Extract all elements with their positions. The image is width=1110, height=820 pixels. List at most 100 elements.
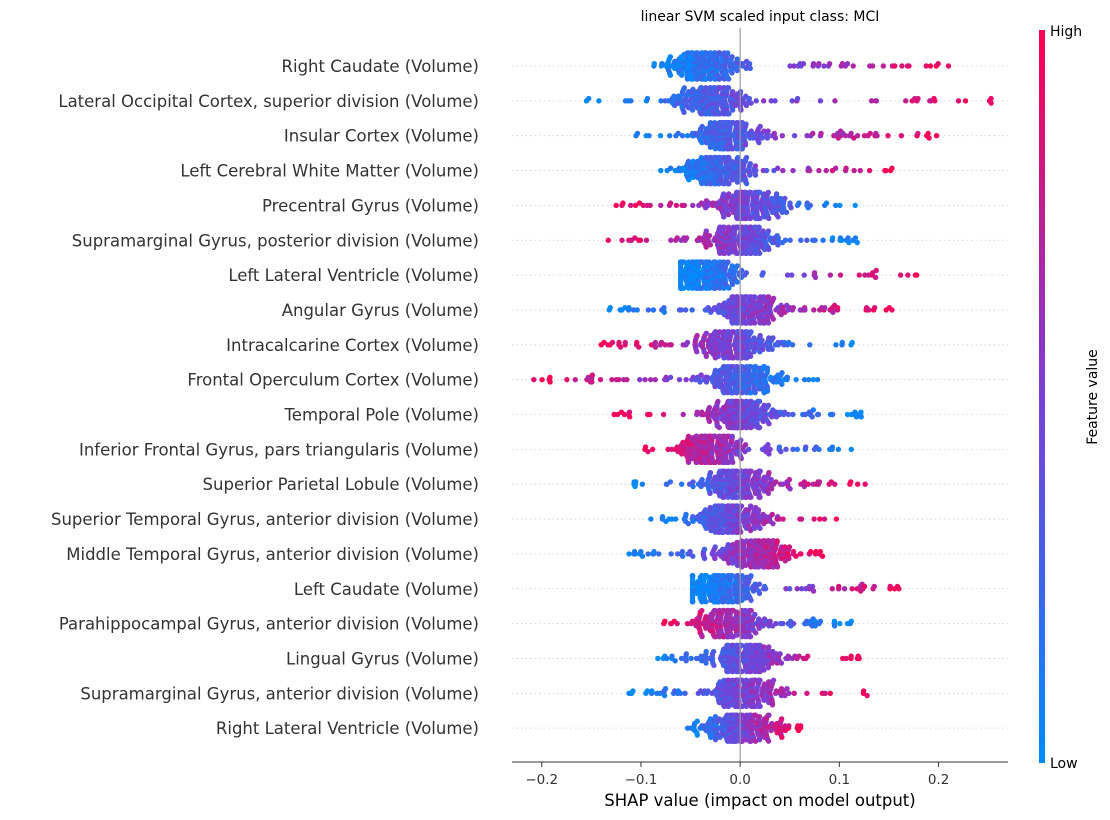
shap-point xyxy=(837,272,844,278)
feature-label: Precentral Gyrus (Volume) xyxy=(262,196,479,215)
shap-point xyxy=(748,494,754,500)
shap-point xyxy=(816,446,822,453)
shap-point xyxy=(747,633,754,640)
shap-point xyxy=(803,444,809,450)
shap-point xyxy=(730,459,736,466)
shap-point xyxy=(752,611,758,618)
feature-label: Superior Temporal Gyrus, anterior divisi… xyxy=(51,510,479,529)
shap-point xyxy=(897,272,904,278)
shap-point xyxy=(747,172,753,178)
shap-point xyxy=(730,355,736,361)
shap-point xyxy=(756,581,763,587)
shap-point xyxy=(774,538,780,544)
shap-point xyxy=(690,86,696,93)
shap-point xyxy=(794,586,800,592)
shap-point xyxy=(753,167,759,174)
shap-point xyxy=(906,63,912,69)
shap-point xyxy=(852,409,858,415)
shap-point xyxy=(915,95,921,102)
shap-point xyxy=(889,165,895,171)
shap-point xyxy=(685,433,692,440)
shap-point xyxy=(646,133,652,139)
shap-point xyxy=(596,98,602,104)
shap-point xyxy=(668,237,674,243)
shap-point xyxy=(747,215,754,222)
shap-point xyxy=(729,70,735,76)
shap-point xyxy=(858,414,864,420)
shap-point xyxy=(843,655,849,662)
feature-label: Supramarginal Gyrus, anterior division (… xyxy=(80,684,479,703)
shap-point xyxy=(914,272,920,278)
shap-point xyxy=(688,655,694,662)
shap-point xyxy=(769,660,775,666)
shap-point xyxy=(861,583,868,590)
shap-point xyxy=(729,433,735,440)
shap-point xyxy=(786,723,792,729)
shap-point xyxy=(586,95,592,102)
shap-point xyxy=(766,644,772,650)
shap-point xyxy=(616,339,622,346)
shap-point xyxy=(721,214,727,220)
shap-point xyxy=(844,411,851,418)
shap-point xyxy=(772,135,779,141)
shap-point xyxy=(617,344,624,350)
shap-point xyxy=(772,98,778,104)
shap-point xyxy=(925,130,931,137)
shap-point xyxy=(867,130,873,137)
shap-point xyxy=(689,107,696,113)
shap-point xyxy=(690,202,696,209)
shap-point xyxy=(785,411,792,418)
shap-point xyxy=(688,455,695,462)
shap-point xyxy=(531,376,537,383)
shap-point xyxy=(734,67,740,74)
shap-point xyxy=(725,85,732,91)
shap-point xyxy=(833,516,840,522)
shap-point xyxy=(873,98,880,104)
shap-point xyxy=(747,527,754,534)
shap-point xyxy=(735,599,741,605)
feature-label: Right Lateral Ventricle (Volume) xyxy=(216,719,479,738)
shap-point xyxy=(739,61,746,67)
shap-point xyxy=(848,618,854,624)
shap-point xyxy=(807,548,814,555)
shap-point xyxy=(752,712,759,718)
shap-point xyxy=(780,167,786,174)
shap-point xyxy=(748,607,754,614)
shap-point xyxy=(781,409,788,415)
shap-point xyxy=(729,88,736,95)
shap-point xyxy=(632,202,639,209)
shap-point xyxy=(757,677,763,683)
shap-point xyxy=(831,618,838,624)
shap-point xyxy=(766,246,772,253)
shap-point xyxy=(694,732,701,738)
shap-point xyxy=(730,560,736,566)
shap-point xyxy=(683,511,689,518)
shap-point xyxy=(751,335,757,341)
shap-point xyxy=(652,376,658,383)
feature-label: Inferior Frontal Gyrus, pars triangulari… xyxy=(79,440,479,459)
shap-point xyxy=(779,370,785,376)
shap-point xyxy=(609,376,615,383)
shap-point xyxy=(680,411,686,418)
shap-point xyxy=(703,244,709,250)
shap-point xyxy=(730,542,736,548)
shap-point xyxy=(667,54,674,60)
shap-point xyxy=(683,376,689,383)
shap-point xyxy=(716,716,722,722)
shap-point xyxy=(694,718,700,724)
shap-point xyxy=(662,618,668,624)
shap-point xyxy=(734,279,740,285)
feature-label: Lateral Occipital Cortex, superior divis… xyxy=(58,92,479,111)
shap-point xyxy=(760,270,766,276)
shap-point xyxy=(765,402,772,408)
feature-label: Supramarginal Gyrus, posterior division … xyxy=(72,231,479,250)
shap-point xyxy=(770,520,776,527)
shap-point xyxy=(703,599,709,605)
shap-point xyxy=(650,307,657,313)
shap-points xyxy=(531,50,994,744)
shap-point xyxy=(738,503,745,509)
shap-point xyxy=(829,235,836,241)
shap-point xyxy=(726,285,732,291)
shap-point xyxy=(657,690,663,696)
shap-point xyxy=(632,551,639,557)
